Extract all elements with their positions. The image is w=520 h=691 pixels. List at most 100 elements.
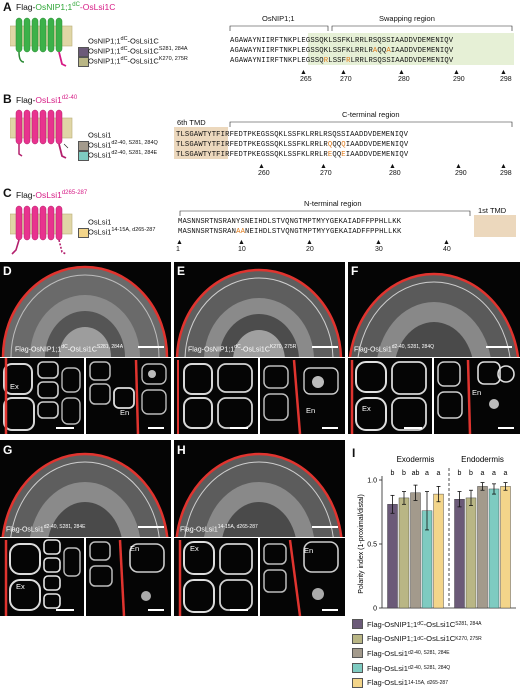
panel-c-label: C <box>3 186 12 200</box>
panel-e-endodermis-closeup: En <box>260 358 345 434</box>
tick-label: 298 <box>500 76 512 83</box>
tick-label: 280 <box>398 76 410 83</box>
legend-item: Flag-OsNIP1;1 dC -OsLsi1C S281, 284A <box>352 617 520 632</box>
caption-sup1: d2-40, S281, 284Q <box>391 344 434 350</box>
seq-b: EGSSQKLSSFKLRRLRSQSSIAADDVDEMENIQV <box>301 37 454 45</box>
legend-label-mid: -OsLsi1C <box>423 619 456 629</box>
caption2: -OsLsi1C <box>240 346 270 354</box>
caption-sup1: dC <box>234 344 241 350</box>
construct-sup: d265-287 <box>61 190 88 197</box>
panel-b-tick-280: ▲ 280 <box>389 163 401 177</box>
significance-letter: b <box>458 470 462 477</box>
tick-label: 20 <box>306 246 314 253</box>
panel-a-row1-seq: AGAWAYNIIRFTNKPLEGSSQKLSSFKLRRLRSQSSIAAD… <box>230 37 453 45</box>
panel-b-row3-seq: TLSGAWTYTFIRFEDTPKEGSSQKLSSFKLRRLREQQEIA… <box>176 151 408 159</box>
scale-bar <box>138 346 164 348</box>
caption-sup2: K270, 275R <box>269 344 297 350</box>
root-section-graphic <box>1 265 169 357</box>
panel-b-header-region: C-terminal region <box>342 110 400 119</box>
panel-a-row3-name: OsNIP1;1dC-OsLsi1CK270, 275R <box>88 56 188 66</box>
sup: d2-40, S281, 284Q <box>111 140 158 146</box>
panel-c-topology-diagram <box>10 205 73 255</box>
tick-label: 40 <box>443 246 451 253</box>
legend-swatch <box>352 619 363 630</box>
panel-i-label: I <box>352 446 356 460</box>
panel-b-bracket <box>229 121 513 127</box>
tick-label: 260 <box>258 170 270 177</box>
panel-h-root-overview: Flag-OsLsi114-15A, d265-287 <box>174 440 345 537</box>
exodermis-label: Ex <box>190 544 199 553</box>
construct-prefix: Flag- <box>16 95 36 105</box>
caption-sup2: S281, 284A <box>96 344 124 350</box>
significance-letter: a <box>504 470 508 477</box>
exodermis-label: Ex <box>16 582 25 591</box>
tick-label: 280 <box>389 170 401 177</box>
name: OsLsi1 <box>88 130 112 140</box>
caption-sup1: d2-40, S281, 284E <box>43 524 86 530</box>
panel-g-root-overview: Flag-OsLsi1d2-40, S281, 284E <box>0 440 171 537</box>
legend-swatch <box>352 648 363 659</box>
panel-g-caption: Flag-OsLsi1d2-40, S281, 284E <box>6 524 85 533</box>
panel-b-row3-swatch <box>78 151 89 161</box>
sup: 14-15A, d265-287 <box>111 227 156 233</box>
name2: -OsLsi1C <box>127 56 159 66</box>
panel-h-caption: Flag-OsLsi114-15A, d265-287 <box>180 524 258 533</box>
construct-part2: OsLsi1C <box>82 2 116 12</box>
exodermis-label: Ex <box>10 382 19 391</box>
bar <box>465 497 477 609</box>
panel-a-tick-265: ▲ 265 <box>300 69 312 83</box>
panel-b-tick-290: ▲ 290 <box>455 163 467 177</box>
legend-swatch <box>352 663 363 674</box>
construct-prefix: Flag- <box>16 190 36 200</box>
panel-b-tick-270: ▲ 270 <box>320 163 332 177</box>
scale-bar <box>148 609 164 611</box>
panel-a-row3-swatch <box>78 57 89 67</box>
panel-b-topology-diagram <box>10 109 73 159</box>
panel-a-row3-seq: AGAWAYNIIRFTNKPLEGSSQRLSSFRLRRLRSQSSIAAD… <box>230 57 453 65</box>
panel-g-endodermis-closeup: En <box>86 538 171 616</box>
legend-item: Flag-OsLsi1 d2-40, S281, 284E <box>352 646 520 661</box>
sup: dC <box>120 36 128 42</box>
panel-a-label: A <box>3 0 12 14</box>
legend-label-mid: -OsLsi1C <box>423 634 456 644</box>
panel-e-caption: Flag-OsNIP1;1dC-OsLsi1CK270, 275R <box>188 344 296 353</box>
sup: d2-40, S281, 284E <box>111 150 158 156</box>
panel-b-header-tmd: 6th TMD <box>177 118 206 127</box>
sup2: S281, 284A <box>158 46 188 52</box>
legend-label: Flag-OsNIP1;1 <box>367 634 418 644</box>
panel-c-row2-seq: MASNNSRTNSRANAANEIHDLSTVQNGTMPTMYYGEKAIA… <box>178 228 401 236</box>
caption: Flag-OsNIP1;1 <box>15 346 62 354</box>
significance-letter: ab <box>412 470 420 477</box>
name2: -OsLsi1C <box>127 46 159 56</box>
construct-name: OsLsi1 <box>35 95 62 105</box>
panel-d-endodermis-closeup: En <box>86 358 171 434</box>
cells-graphic <box>178 540 253 616</box>
cells-graphic <box>437 359 515 434</box>
tick-label: 290 <box>455 170 467 177</box>
sup: dC <box>120 46 128 52</box>
construct-sup: d2-40 <box>61 95 78 102</box>
name: OsNIP1;1 <box>88 36 121 46</box>
bar <box>433 493 444 609</box>
panel-b-row2-name: OsLsi1d2-40, S281, 284Q <box>88 140 158 150</box>
endodermis-label: En <box>472 388 482 397</box>
legend-swatch <box>352 633 363 644</box>
bar <box>410 492 421 609</box>
construct-name: OsLsi1 <box>35 190 62 200</box>
panel-i-legend: Flag-OsNIP1;1 dC -OsLsi1C S281, 284A Flag-Os… <box>352 617 520 690</box>
caption2: -OsLsi1C <box>67 346 97 354</box>
panel-b-label: B <box>3 92 12 106</box>
caption: Flag-OsNIP1;1 <box>188 346 235 354</box>
panel-f-endodermis-closeup: En <box>434 358 520 434</box>
seq-a: AGAWAYNIIRFTNKPL <box>230 47 302 55</box>
panel-c-header-tmd: 1st TMD <box>478 206 507 215</box>
panel-d-caption: Flag-OsNIP1;1dC-OsLsi1CS281, 284A <box>15 344 123 353</box>
legend-sup: dC <box>417 621 424 628</box>
legend-swatch <box>352 677 363 688</box>
panel-c-bracket <box>179 210 471 216</box>
significance-letter: b <box>469 470 473 477</box>
tick-label: 270 <box>340 76 352 83</box>
scale-bar <box>312 526 338 528</box>
cells-graphic <box>263 359 339 434</box>
panel-d-exodermis-closeup: Ex <box>0 358 84 434</box>
